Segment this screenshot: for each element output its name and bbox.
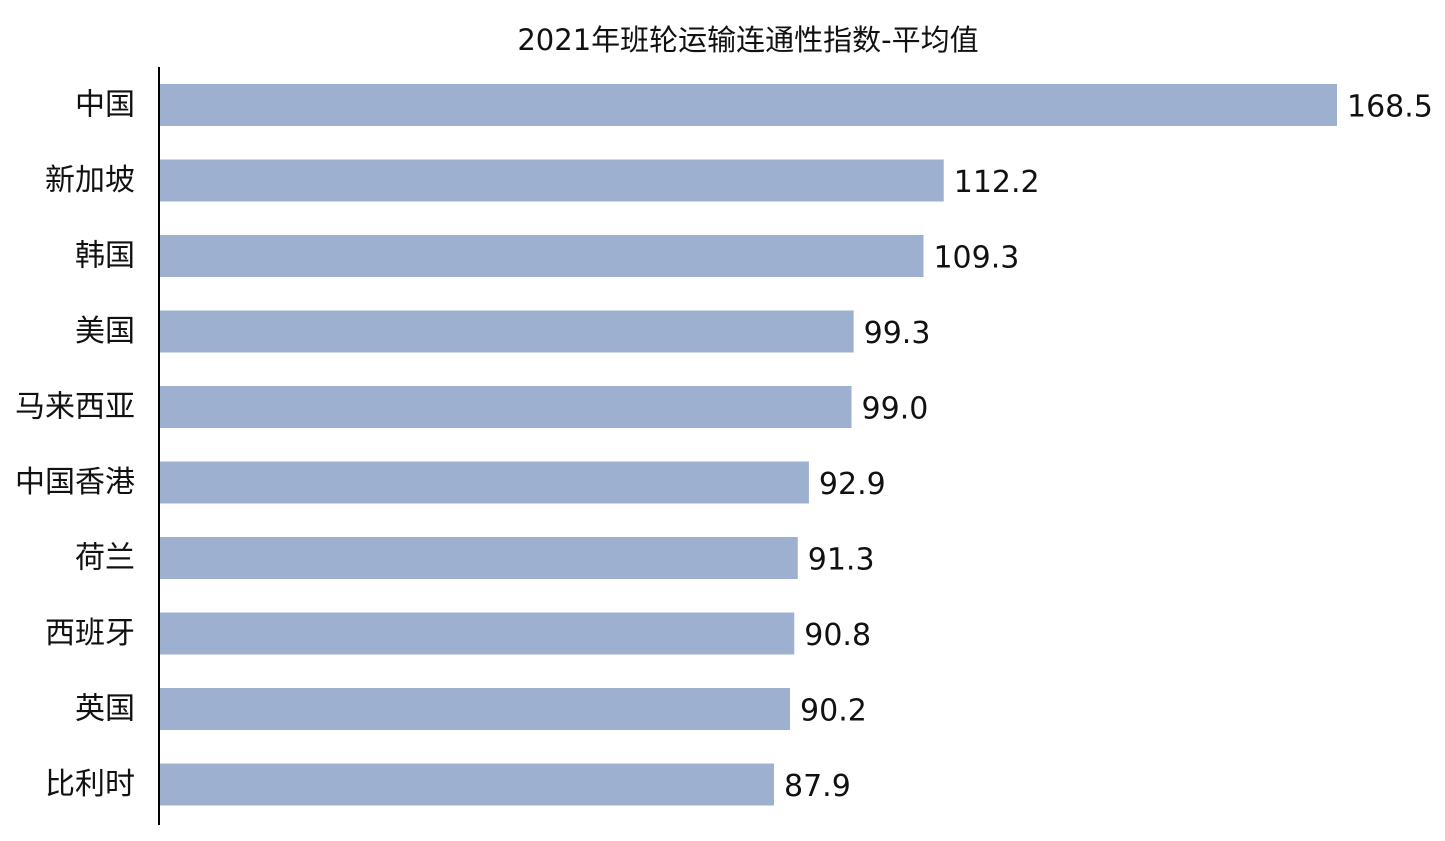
value-label: 99.3 bbox=[864, 316, 931, 351]
bars-group bbox=[160, 84, 1337, 806]
category-label: 中国 bbox=[75, 88, 135, 123]
value-labels-group: 168.5 112.2 109.3 99.3 99.0 92.9 91.3 90.8 90.2 8… bbox=[784, 90, 1433, 805]
value-label: 87.9 bbox=[784, 769, 851, 804]
bar-5 bbox=[160, 461, 809, 504]
value-label: 90.8 bbox=[804, 618, 871, 653]
value-label: 92.9 bbox=[819, 467, 886, 502]
value-label: 99.0 bbox=[862, 392, 929, 427]
bar-2 bbox=[160, 235, 924, 277]
bar-8 bbox=[160, 688, 791, 730]
bar-7 bbox=[160, 612, 795, 655]
value-label: 90.2 bbox=[800, 694, 867, 729]
category-label: 马来西亚 bbox=[15, 390, 135, 425]
category-label: 西班牙 bbox=[45, 616, 135, 651]
category-label: 美国 bbox=[75, 314, 135, 349]
category-label: 新加坡 bbox=[45, 163, 135, 198]
category-label: 比利时 bbox=[45, 767, 135, 802]
bar-3 bbox=[160, 310, 854, 353]
bar-4 bbox=[160, 386, 852, 428]
bar-6 bbox=[160, 537, 798, 579]
category-label: 英国 bbox=[75, 692, 135, 727]
category-label: 荷兰 bbox=[75, 541, 135, 576]
value-label: 112.2 bbox=[954, 165, 1040, 200]
bar-0 bbox=[160, 84, 1337, 126]
bar-1 bbox=[160, 159, 944, 202]
chart-title: 2021年班轮运输连通性指数-平均值 bbox=[517, 23, 978, 57]
category-label: 中国香港 bbox=[15, 465, 135, 500]
value-label: 91.3 bbox=[808, 543, 875, 578]
value-label: 109.3 bbox=[933, 241, 1019, 276]
value-label: 168.5 bbox=[1347, 90, 1433, 125]
bar-9 bbox=[160, 763, 774, 806]
category-label: 韩国 bbox=[75, 239, 135, 274]
